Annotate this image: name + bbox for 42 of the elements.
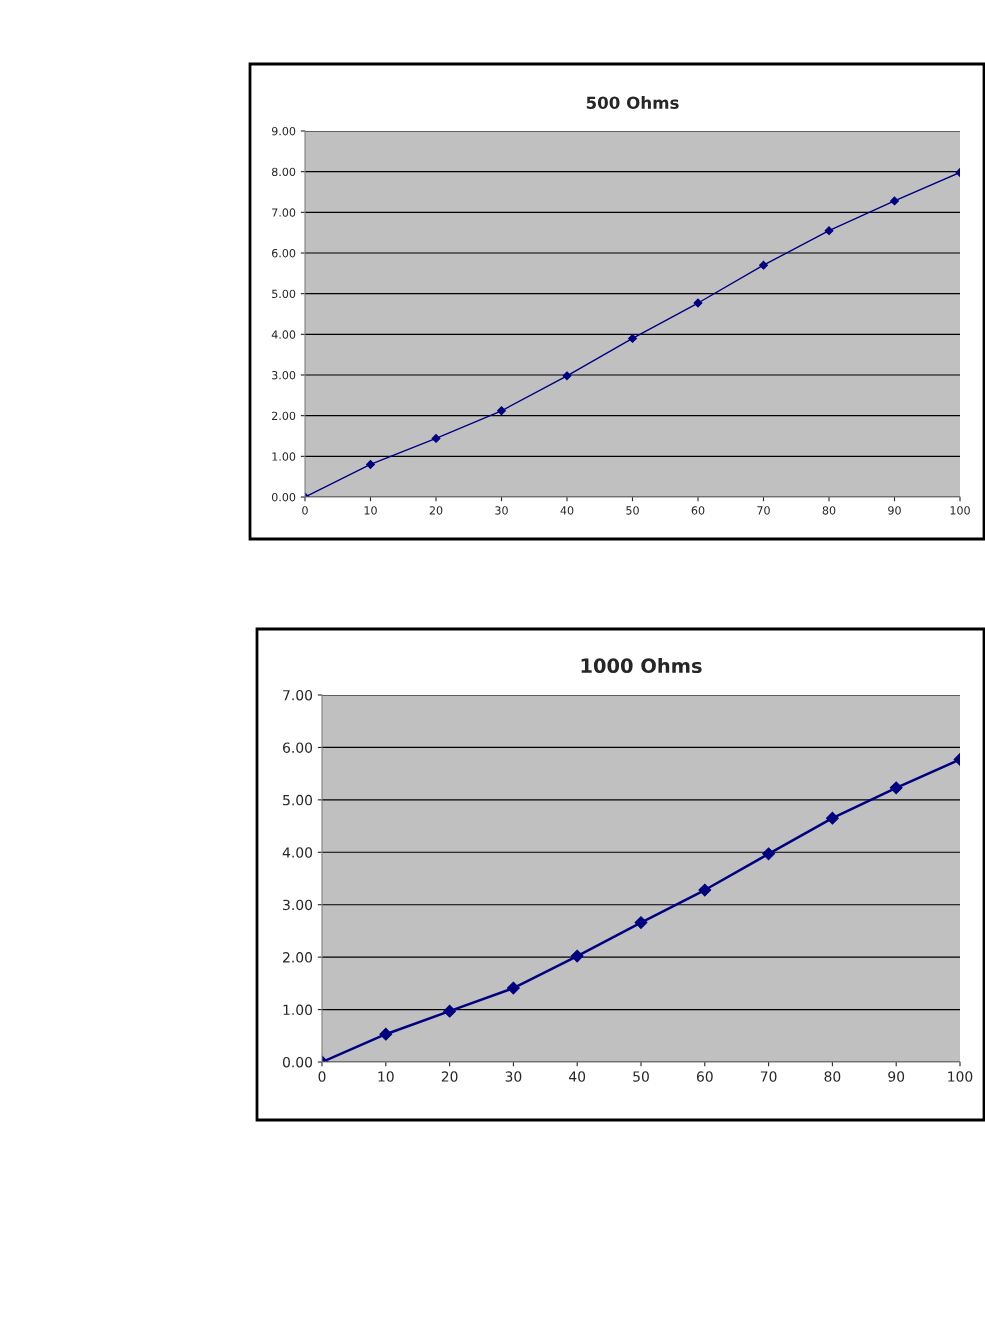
x-tick-label: 10 (378, 1071, 394, 1082)
x-tick-label: 80 (822, 506, 836, 515)
x-tick-label: 30 (505, 1071, 522, 1082)
x-tick-label: 90 (888, 1071, 905, 1082)
x-tick-label: 60 (696, 1071, 713, 1082)
x-tick-label: 90 (888, 506, 901, 515)
chart-title: 500 Ohms (586, 96, 679, 110)
y-tick-label: 0.00 (271, 492, 296, 502)
x-tick-label: 40 (569, 1071, 586, 1082)
y-tick-label: 1.00 (283, 1004, 313, 1016)
y-tick-label: 1.00 (272, 452, 296, 461)
x-tick-label: 50 (626, 506, 639, 515)
x-tick-label: 40 (560, 506, 574, 515)
y-tick-label: 3.00 (283, 899, 313, 911)
y-tick-label: 5.00 (272, 289, 296, 299)
x-tick-label: 100 (950, 506, 970, 515)
x-tick-label: 30 (495, 506, 508, 515)
y-tick-label: 7.00 (283, 689, 313, 701)
x-tick-label: 10 (364, 506, 377, 515)
y-tick-label: 9.00 (271, 126, 296, 136)
y-tick-label: 2.00 (272, 411, 296, 421)
x-tick-label: 60 (691, 506, 705, 515)
y-tick-label: 0.00 (282, 1056, 313, 1068)
y-tick-label: 8.00 (271, 167, 296, 177)
x-tick-label: 0 (318, 1071, 326, 1082)
x-tick-label: 0 (302, 506, 308, 515)
y-tick-label: 3.00 (272, 370, 296, 380)
y-tick-label: 6.00 (283, 742, 313, 753)
x-tick-label: 50 (633, 1071, 649, 1082)
y-tick-label: 4.00 (282, 847, 313, 858)
x-tick-label: 70 (757, 506, 770, 515)
y-tick-label: 5.00 (283, 794, 313, 806)
chart-title: 1000 Ohms (581, 658, 702, 674)
x-tick-label: 20 (441, 1071, 458, 1082)
x-tick-label: 20 (429, 506, 443, 515)
x-tick-label: 80 (824, 1071, 841, 1082)
y-tick-label: 4.00 (271, 330, 296, 339)
y-tick-label: 2.00 (283, 952, 313, 963)
x-tick-label: 100 (948, 1071, 973, 1082)
y-tick-label: 7.00 (272, 208, 296, 217)
y-tick-label: 6.00 (272, 248, 296, 258)
x-tick-label: 70 (760, 1071, 777, 1082)
